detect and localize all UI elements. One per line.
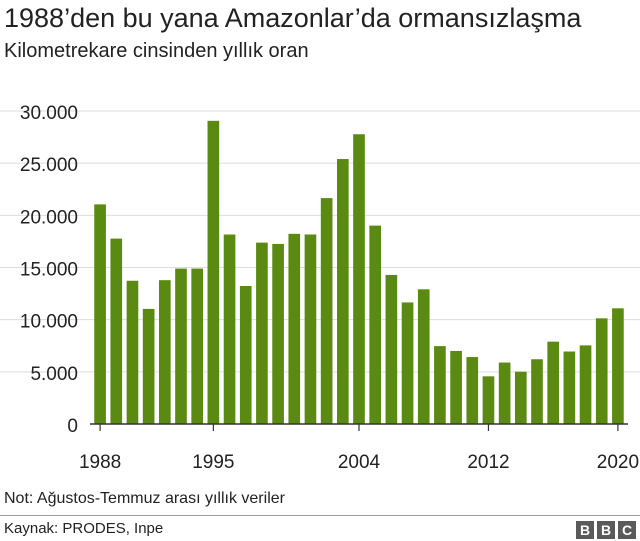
bar (450, 350, 462, 424)
chart-title: 1988’den bu yana Amazonlar’da ormansızla… (4, 3, 582, 33)
chart-note: Not: Ağustos-Temmuz arası yıllık veriler (4, 490, 285, 507)
x-tick-label: 2012 (467, 452, 509, 473)
x-tick-label: 1988 (79, 452, 121, 473)
y-tick-label: 20.000 (20, 207, 78, 228)
bar (612, 308, 624, 424)
bar (353, 134, 365, 424)
y-tick-label: 10.000 (20, 312, 78, 333)
x-tick-label: 2020 (597, 452, 639, 473)
bar (320, 198, 333, 424)
bar (142, 308, 155, 424)
bar (579, 345, 592, 424)
bar (191, 268, 204, 424)
bar (417, 289, 430, 424)
x-tick-label: 1995 (192, 452, 234, 473)
bar (336, 159, 349, 424)
bar (547, 341, 560, 424)
bar (563, 351, 576, 424)
bar (223, 234, 236, 424)
bar (531, 359, 543, 424)
bar (256, 242, 268, 424)
bar (288, 233, 301, 424)
y-tick-label: 15.000 (20, 260, 78, 281)
bar (239, 285, 252, 424)
source-label: Kaynak: PRODES, Inpe (4, 520, 164, 537)
bar (466, 357, 479, 424)
bar (498, 362, 511, 424)
bbc-logo-letter: B (597, 521, 615, 539)
bar (385, 274, 398, 424)
bbc-logo-letter: C (618, 521, 636, 539)
bar (434, 346, 446, 424)
bar (401, 302, 414, 424)
footer-divider (0, 515, 640, 516)
bar (126, 280, 139, 424)
y-tick-label: 25.000 (20, 155, 78, 176)
bar (272, 243, 284, 424)
chart-subtitle: Kilometrekare cinsinden yıllık oran (4, 40, 309, 62)
x-tick-label: 2004 (338, 452, 381, 473)
bar (514, 371, 527, 424)
deforestation-bar-chart: 0 5.000 10.000 15.000 20.000 25.000 30.000 1988… (0, 103, 640, 473)
bar (158, 280, 171, 424)
bar (207, 120, 220, 425)
bbc-logo-letter: B (576, 521, 594, 539)
bar (304, 234, 317, 424)
bar (595, 318, 608, 424)
y-tick-label: 0 (67, 416, 78, 437)
bar (369, 225, 382, 424)
y-tick-label: 5.000 (30, 364, 78, 385)
bar (482, 376, 495, 424)
y-tick-label: 30.000 (20, 103, 78, 124)
bar (110, 238, 123, 424)
bar (175, 268, 187, 424)
bar (94, 204, 106, 424)
bbc-logo: B B C (576, 521, 636, 539)
